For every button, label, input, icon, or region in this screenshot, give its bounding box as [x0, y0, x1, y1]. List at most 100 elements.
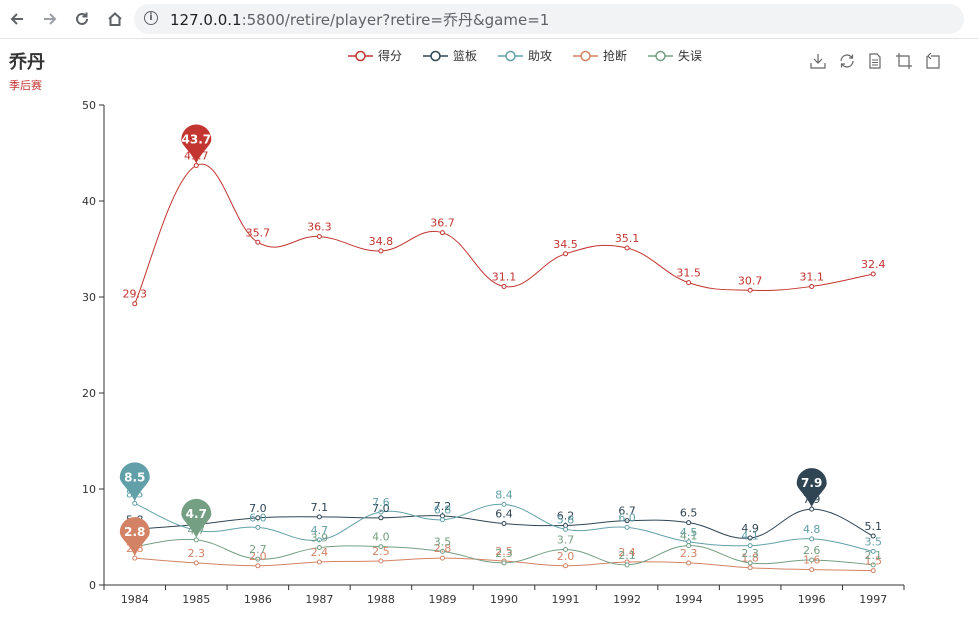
data-label: 2.8	[434, 542, 452, 555]
data-label: 8.4	[495, 488, 513, 501]
markpoint-shape	[119, 462, 150, 502]
browser-toolbar: i 127.0.0.1:5800/retire/player?retire=乔丹…	[0, 0, 978, 39]
data-point	[132, 301, 138, 307]
x-tick-label: 1995	[736, 593, 764, 606]
restore-icon[interactable]	[838, 52, 856, 70]
data-point	[132, 555, 138, 561]
data-point	[439, 230, 445, 236]
data-point	[870, 562, 876, 568]
data-view-icon[interactable]	[866, 52, 884, 70]
data-point	[501, 283, 507, 289]
data-point	[193, 162, 199, 168]
data-label: 36.3	[307, 221, 332, 234]
data-label: 2.3	[680, 547, 698, 560]
data-label: 32.4	[861, 258, 886, 271]
url-text[interactable]: 127.0.0.1:5800/retire/player?retire=乔丹&g…	[170, 9, 549, 30]
legend-item[interactable]: 得分	[348, 48, 402, 63]
data-label: 35.1	[615, 232, 640, 245]
data-label: 2.6	[803, 544, 821, 557]
legend-item[interactable]: 失误	[648, 48, 702, 63]
arrow-left-icon[interactable]	[4, 6, 30, 32]
data-point	[378, 248, 384, 254]
legend-item[interactable]: 篮板	[423, 48, 477, 63]
data-point	[255, 556, 261, 562]
data-label: 6.2	[557, 509, 575, 522]
legend-marker	[505, 50, 516, 62]
data-label: 5.1	[864, 520, 882, 533]
legend-marker	[430, 50, 441, 62]
data-point	[870, 271, 876, 277]
data-label: 3.5	[434, 535, 452, 548]
data-label: 6.0	[249, 511, 267, 524]
data-point	[747, 535, 753, 541]
data-label: 4.7	[311, 524, 329, 537]
data-label: 3.7	[557, 533, 575, 546]
data-label: 6.8	[434, 504, 452, 517]
x-tick-label: 1994	[675, 593, 703, 606]
data-label: 2.3	[188, 547, 206, 560]
data-point	[809, 567, 815, 573]
data-point	[316, 537, 322, 543]
legend-item[interactable]: 助攻	[498, 49, 552, 63]
data-label: 1.6	[803, 554, 821, 567]
markpoint-pin: 43.7	[181, 124, 212, 164]
data-label: 4.8	[803, 523, 821, 536]
data-point	[316, 514, 322, 520]
data-label: 1.5	[864, 555, 882, 568]
data-point	[316, 234, 322, 240]
data-point	[255, 239, 261, 245]
url-host: 127.0.0.1	[170, 11, 242, 29]
data-label: 31.5	[676, 267, 701, 280]
data-label: 2.1	[618, 549, 636, 562]
markpoint-pin: 2.8	[119, 517, 150, 557]
data-label: 2.1	[864, 549, 882, 562]
data-label: 4.1	[741, 530, 759, 543]
data-point	[378, 509, 384, 515]
y-tick-label: 30	[82, 291, 96, 304]
data-point	[747, 565, 753, 571]
home-icon[interactable]	[102, 6, 128, 32]
address-bar[interactable]: i 127.0.0.1:5800/retire/player?retire=乔丹…	[134, 4, 964, 34]
data-point	[193, 537, 199, 543]
legend-marker	[655, 50, 666, 62]
x-tick-label: 1990	[490, 593, 518, 606]
data-label: 6.0	[618, 511, 636, 524]
data-label: 4.9	[741, 522, 759, 535]
x-tick-label: 1997	[859, 593, 887, 606]
data-label: 29.3	[123, 288, 148, 301]
data-point	[747, 287, 753, 293]
legend-item[interactable]: 抢断	[573, 48, 627, 63]
x-tick-label: 1996	[798, 593, 826, 606]
x-tick-label: 1985	[182, 593, 210, 606]
markpoint-shape	[796, 468, 827, 508]
data-label: 3.5	[864, 535, 882, 548]
data-point	[686, 560, 692, 566]
info-icon[interactable]: i	[144, 11, 158, 25]
data-point	[132, 500, 138, 506]
markpoint-pin: 7.9	[796, 468, 827, 508]
data-point	[501, 521, 507, 527]
data-point	[439, 555, 445, 561]
data-point	[501, 560, 507, 566]
arrow-right-icon[interactable]	[37, 6, 63, 32]
data-point	[747, 560, 753, 566]
data-label: 7.6	[372, 496, 390, 509]
data-label: 7.0	[372, 502, 390, 515]
markpoint-label: 2.8	[124, 525, 145, 539]
reload-icon[interactable]	[69, 6, 95, 32]
legend-label: 失误	[678, 48, 702, 63]
data-label: 2.0	[557, 550, 575, 563]
data-point	[686, 280, 692, 286]
data-label: 31.1	[799, 270, 824, 283]
zoom-reset-icon[interactable]	[923, 52, 941, 70]
data-point	[624, 524, 630, 530]
markpoint-pin: 8.5	[119, 462, 150, 502]
zoom-icon[interactable]	[895, 52, 913, 70]
chart-legend: 得分 篮板 助攻 抢断 失误	[348, 48, 702, 63]
y-tick-label: 50	[82, 99, 96, 112]
data-label: 4.5	[680, 526, 698, 539]
y-tick-label: 0	[89, 579, 96, 592]
data-point	[439, 517, 445, 523]
download-icon[interactable]	[809, 52, 827, 70]
data-label: 30.7	[738, 274, 763, 287]
